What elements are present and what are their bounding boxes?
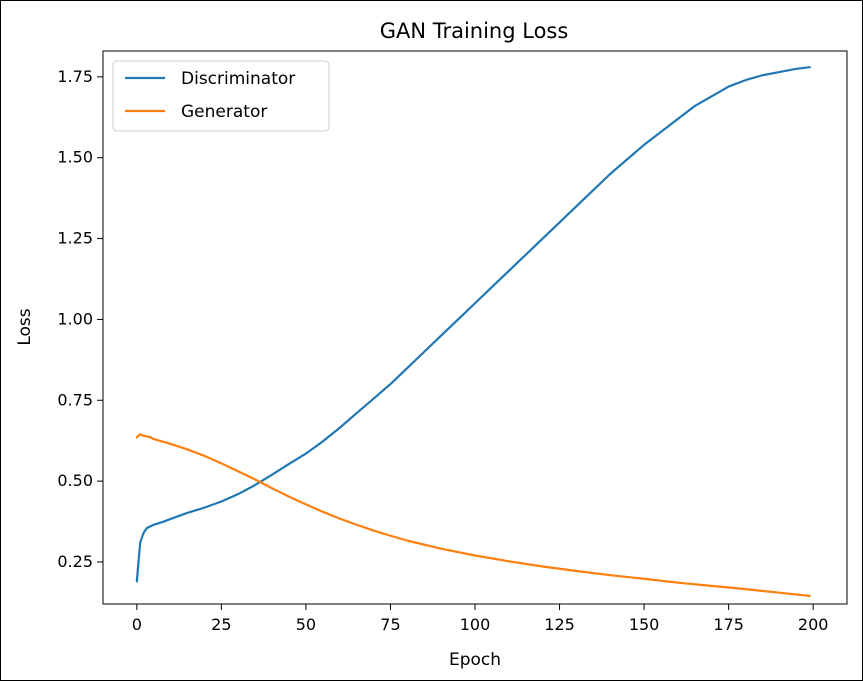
y-tick-label: 0.75 (57, 390, 93, 409)
series-layer (135, 66, 811, 598)
x-tick-label: 75 (380, 615, 400, 634)
x-axis: 0 25 50 75 100 125 150 175 200 (132, 604, 829, 634)
x-tick-label: 150 (629, 615, 660, 634)
y-tick-label: 0.25 (57, 552, 93, 571)
x-tick-label: 175 (713, 615, 744, 634)
legend-box (112, 60, 330, 132)
y-tick-label: 1.75 (57, 67, 93, 86)
x-tick-label: 125 (544, 615, 575, 634)
legend-generator-label: Generator (181, 102, 267, 122)
x-tick-label: 50 (296, 615, 316, 634)
x-tick-label: 100 (460, 615, 491, 634)
x-tick-label: 200 (798, 615, 829, 634)
discriminator-line (135, 66, 811, 583)
plot-area (102, 50, 848, 605)
y-tick-label: 1.00 (57, 309, 93, 328)
y-axis: 0.25 0.50 0.75 1.00 1.25 1.50 1.75 (57, 67, 103, 571)
y-axis-label: Loss (15, 308, 35, 345)
legend: Discriminator Generator (112, 60, 330, 132)
chart-title: GAN Training Loss (380, 19, 569, 43)
y-tick-label: 0.50 (57, 471, 93, 490)
generator-line (135, 433, 811, 598)
x-tick-label: 25 (211, 615, 231, 634)
x-tick-label: 0 (132, 615, 142, 634)
y-tick-label: 1.25 (57, 229, 93, 248)
legend-discriminator-label: Discriminator (181, 69, 295, 89)
y-tick-label: 1.50 (57, 148, 93, 167)
x-axis-label: Epoch (449, 650, 501, 670)
